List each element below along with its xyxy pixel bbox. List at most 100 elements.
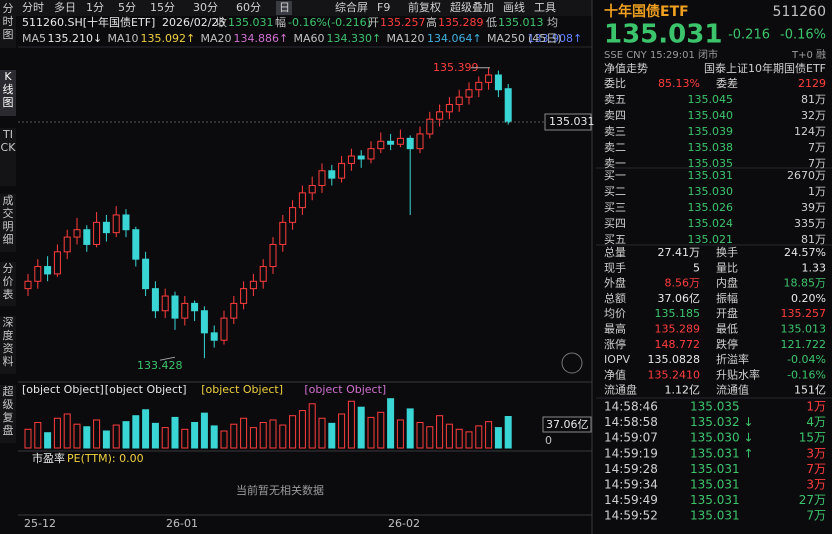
volume-bar (455, 428, 463, 449)
side-tab[interactable]: 超级复盘 (0, 385, 16, 443)
toolbar-tab[interactable]: 分时 (22, 1, 44, 14)
trade-volume: 7万 (806, 509, 826, 523)
toolbar-tab[interactable]: 1分 (86, 1, 104, 14)
volume-bar (259, 422, 267, 449)
candle-body (436, 111, 444, 120)
book-label: 买五 (604, 233, 626, 246)
ratio-value: 2129 (798, 77, 826, 90)
candle-body (73, 229, 81, 238)
side-tab[interactable]: 分价表 (0, 262, 16, 306)
stat-label: 现手 (604, 260, 626, 274)
trade-volume: 7万 (806, 462, 826, 476)
stat-label: 跌停 (716, 337, 738, 351)
candle-body (377, 140, 385, 150)
candle-body (387, 140, 395, 145)
toolbar-tool[interactable]: 前复权 (408, 0, 441, 14)
candle-body (122, 214, 130, 231)
toolbar-tool[interactable]: 画线 (503, 0, 525, 14)
pe-title: 市盈率 (32, 451, 65, 465)
side-tab[interactable]: TICK (0, 128, 16, 186)
volume-bar (289, 415, 297, 449)
toolbar-tab[interactable]: 5分 (118, 1, 136, 14)
side-tab[interactable]: 分时图 (0, 2, 16, 48)
book-volume: 7万 (808, 141, 826, 154)
volume-bar (63, 413, 71, 449)
stat-value: 1.33 (802, 261, 827, 274)
candle-body (504, 88, 512, 123)
trade-price: 135.030 ↓ (690, 431, 754, 445)
stat-value: 121.722 (781, 338, 827, 351)
stat-label: 外盘 (604, 276, 626, 290)
toolbar-tool[interactable]: 超级叠加 (450, 0, 494, 14)
stat-value: 5 (693, 261, 700, 274)
tab-selected (276, 1, 292, 15)
volume-bar (396, 419, 404, 449)
toolbar-tab[interactable]: 多日 (54, 0, 76, 14)
book-label: 卖三 (604, 125, 626, 138)
book-price: 135.031 (688, 169, 734, 182)
candle-body (298, 192, 306, 209)
book-volume: 39万 (801, 201, 826, 214)
toolbar-tab[interactable]: 日 (279, 1, 290, 14)
stat-label: 涨停 (604, 337, 626, 351)
candle-body (161, 295, 169, 312)
ratio-label: 委比 (604, 77, 626, 90)
trade-time: 14:59:52 (604, 509, 658, 523)
stat-value: -0.04% (787, 353, 826, 366)
fund-name: 国泰上证10年期国债ETF (704, 61, 826, 75)
candle-body (279, 221, 287, 245)
info-item: 高 (426, 15, 437, 29)
stat-label: 开盘 (716, 306, 738, 320)
volume-bar (465, 431, 473, 449)
ma-name: MA60 (294, 32, 325, 45)
candle-body (259, 266, 267, 282)
candle-body (200, 310, 208, 334)
toolbar-tool[interactable]: F9 (377, 1, 390, 14)
side-tab[interactable]: K线图 (0, 70, 16, 116)
side-tab[interactable]: 成交明细 (0, 194, 16, 252)
stat-value: 18.85万 (784, 277, 827, 290)
ma-value: 134.064↑ (427, 32, 482, 45)
nav-title[interactable]: 净值走势 (604, 61, 648, 75)
toolbar-tool[interactable]: 工具 (534, 1, 556, 14)
x-tick-label: 25-12 (24, 517, 56, 530)
book-price: 135.039 (688, 125, 734, 138)
volume-bar (357, 406, 365, 449)
book-volume: 32万 (801, 109, 826, 122)
side-tab[interactable]: 深度资料 (0, 316, 16, 374)
trade-price: 135.031 ↑ (690, 446, 754, 460)
toolbar-tool[interactable]: 综合屏 (335, 0, 368, 14)
toolbar-tab[interactable]: 15分 (150, 1, 175, 14)
toolbar-tab[interactable]: 30分 (193, 1, 218, 14)
stat-value: 148.772 (655, 338, 701, 351)
info-item: 135.289 (438, 16, 484, 29)
candle-body (426, 118, 434, 135)
zoom-button[interactable] (561, 352, 583, 374)
candle-body (445, 103, 453, 113)
volume-bar (132, 415, 140, 449)
trade-price: 135.031 (690, 509, 740, 523)
stat-value: 151亿 (794, 384, 826, 397)
trade-time: 14:59:34 (604, 478, 658, 492)
candle-body (181, 302, 189, 319)
stat-value: 135.0828 (648, 353, 701, 366)
book-label: 买一 (604, 169, 626, 182)
stat-label: 换手 (716, 245, 738, 259)
stock-name: 十年国债ETF (604, 3, 689, 20)
volume-bar (142, 409, 150, 449)
pe-label: PE(TTM): 0.00 (67, 452, 144, 465)
trade-volume: 27万 (799, 493, 826, 507)
toolbar-tab[interactable]: 60分 (236, 1, 261, 14)
candle-body (465, 89, 473, 98)
stat-label: IOPV (604, 353, 631, 366)
candle-body (455, 96, 463, 105)
info-item: 135.257 (380, 16, 426, 29)
market-meta: SSE CNY 15:29:01 闭市 (604, 48, 718, 61)
info-item: 135.031 (228, 16, 274, 29)
book-price: 135.030 (688, 185, 734, 198)
candle-body (171, 295, 179, 319)
trade-volume: 3万 (806, 446, 826, 460)
book-label: 买二 (604, 185, 626, 198)
